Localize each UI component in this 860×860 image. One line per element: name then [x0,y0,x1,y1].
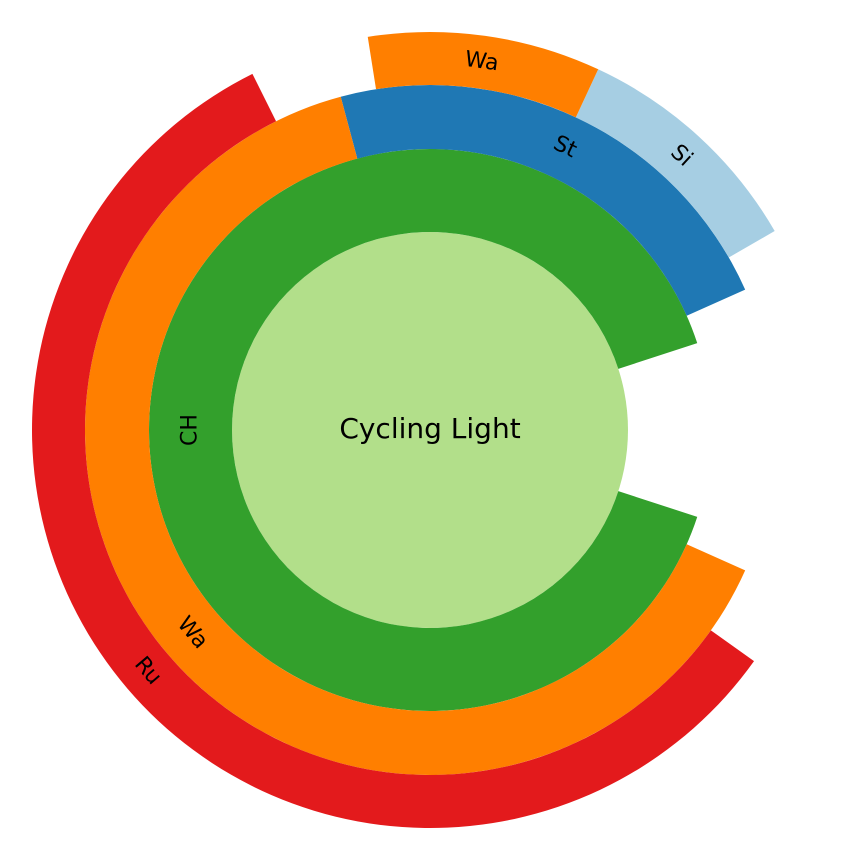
segment-label: Wa [463,47,500,76]
sunburst-segment [149,149,698,711]
sunburst-segment [575,69,775,258]
sunburst-segment [367,31,599,118]
segment-label: Cycling Light [339,412,520,445]
sunburst-segment [340,84,746,316]
segment-label: CH [178,414,203,446]
sunburst-center [232,232,628,628]
